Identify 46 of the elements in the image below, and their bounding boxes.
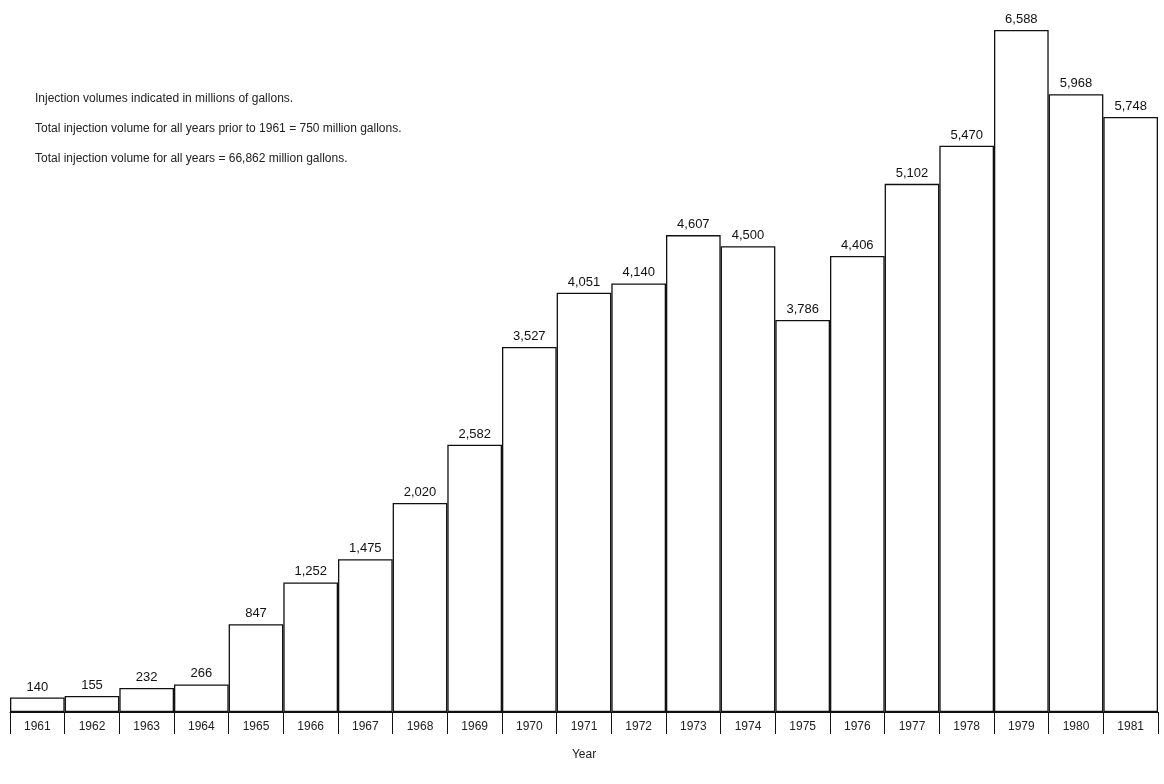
data-label: 4,406	[841, 236, 874, 252]
annotation: Total injection volume for all years = 66,862 million gallons.	[35, 151, 348, 165]
x-tick-label: 1965	[242, 719, 270, 733]
data-label: 2,020	[403, 483, 437, 499]
x-tick-label: 1964	[187, 719, 215, 733]
data-label: 5,470	[950, 126, 983, 142]
x-tick-label: 1974	[734, 719, 762, 733]
data-label: 4,607	[677, 216, 710, 232]
data-label: 3,527	[513, 327, 546, 343]
data-label: 6,588	[1005, 11, 1038, 26]
data-label: 155	[81, 676, 103, 692]
data-label: 140	[26, 678, 49, 694]
x-tick-label: 1967	[351, 719, 379, 733]
x-tick-label: 1977	[898, 719, 926, 733]
data-label: 5,102	[895, 164, 929, 180]
annotation: Total injection volume for all years prior to 1961 = 750 million gallons.	[35, 121, 402, 135]
x-tick-label: 1981	[1117, 719, 1145, 733]
x-tick-label: 1963	[133, 719, 161, 733]
data-label: 4,500	[731, 227, 765, 243]
x-tick-label: 1970	[515, 719, 543, 733]
data-label: 847	[245, 605, 267, 621]
x-tick-label: 1968	[406, 719, 434, 733]
x-axis-title: Year	[571, 747, 597, 761]
x-tick-label: 1962	[78, 719, 106, 733]
data-label: 5,748	[1114, 97, 1147, 113]
x-tick-label: 1961	[23, 719, 51, 733]
x-tick-label: 1976	[843, 719, 871, 733]
data-label: 2,582	[458, 425, 491, 441]
x-tick-label: 1978	[953, 719, 981, 733]
data-label: 232	[135, 668, 158, 684]
x-tick-label: 1975	[789, 719, 817, 733]
x-tick-label: 1972	[625, 719, 653, 733]
data-label: 266	[190, 665, 213, 681]
data-label: 4,140	[622, 264, 655, 280]
x-tick-label: 1979	[1007, 719, 1035, 733]
data-label: 3,786	[786, 301, 819, 317]
data-label: 5,968	[1059, 75, 1093, 91]
data-label: 1,252	[294, 563, 327, 579]
x-tick-label: 1966	[297, 719, 325, 733]
data-label: 1,475	[349, 540, 382, 556]
data-label: 4,051	[567, 273, 601, 289]
x-tick-label: 1980	[1062, 719, 1090, 733]
annotation: Injection volumes indicated in millions of gallons.	[35, 91, 294, 105]
x-tick-label: 1973	[679, 719, 707, 733]
x-tick-label: 1969	[461, 719, 489, 733]
x-tick-label: 1971	[570, 719, 598, 733]
